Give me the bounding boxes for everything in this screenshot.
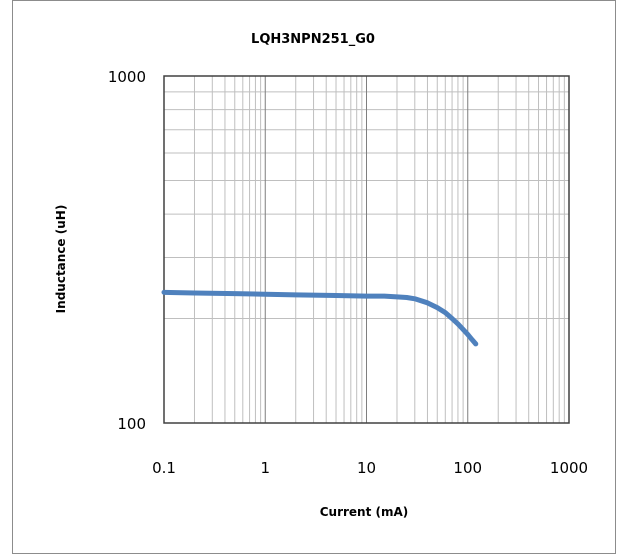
x-tick-label: 0.1	[152, 459, 176, 477]
series-line	[161, 289, 479, 347]
y-tick-label: 100	[117, 415, 146, 433]
chart-title: LQH3NPN251_G0	[251, 32, 375, 47]
x-tick-label: 1	[260, 459, 270, 477]
major-grid	[264, 76, 469, 423]
x-tick-label: 10	[357, 459, 376, 477]
x-axis-label: Current (mA)	[320, 505, 409, 519]
y-axis-label: Inductance (uH)	[54, 205, 68, 314]
x-tick-label: 100	[453, 459, 482, 477]
x-tick-label: 1000	[550, 459, 588, 477]
plot-border	[163, 75, 570, 424]
x-tick-labels: 0.1 1 10 100 1000	[152, 459, 588, 477]
y-tick-labels: 100 1000	[108, 68, 146, 433]
y-tick-label: 1000	[108, 68, 146, 86]
